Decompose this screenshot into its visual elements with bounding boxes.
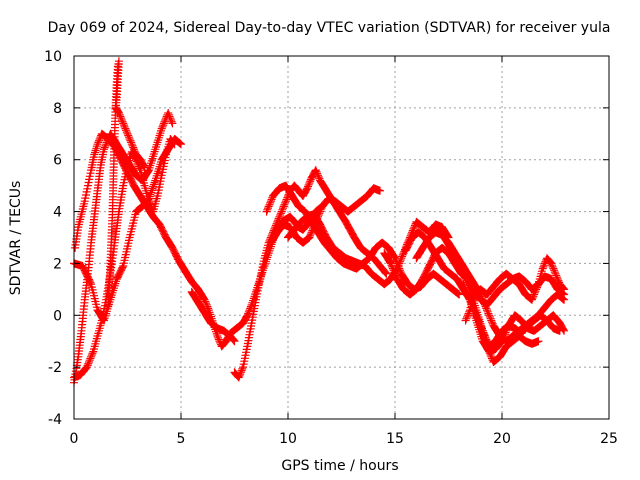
x-tick-label: 0 xyxy=(70,431,79,447)
data-point-markers xyxy=(461,254,569,325)
x-tick-label: 25 xyxy=(600,431,618,447)
x-axis-label: GPS time / hours xyxy=(281,458,398,474)
plot-area xyxy=(70,57,569,387)
series-sat-o xyxy=(459,280,569,356)
y-tick-label: -4 xyxy=(48,412,62,428)
data-point-markers xyxy=(104,57,149,309)
y-tick-label: 0 xyxy=(53,308,62,324)
y-tick-label: 8 xyxy=(53,101,62,117)
data-point-markers xyxy=(266,184,384,247)
y-tick-label: 4 xyxy=(53,205,62,221)
x-tick-label: 10 xyxy=(279,431,297,447)
y-tick-label: 6 xyxy=(53,153,62,169)
plot-frame xyxy=(73,55,610,420)
y-axis-label: SDTVAR / TECUs xyxy=(8,181,24,296)
y-tick-label: -2 xyxy=(48,360,62,376)
series-sat-i xyxy=(266,184,384,247)
chart-title: Day 069 of 2024, Sidereal Day-to-day VTE… xyxy=(48,20,611,36)
x-tick-label: 15 xyxy=(386,431,404,447)
y-tick-label: 2 xyxy=(53,256,62,272)
x-tick-label: 5 xyxy=(177,431,186,447)
data-point-markers xyxy=(187,287,239,346)
series-sat-e xyxy=(104,57,149,309)
axis-ticks: -4 -2 0 2 4 6 8 10 0 5 10 15 20 25 xyxy=(44,49,618,447)
series-sat-p xyxy=(461,254,569,325)
x-tick-label: 20 xyxy=(493,431,511,447)
data-point-markers xyxy=(459,280,569,356)
y-tick-label: 10 xyxy=(44,49,62,65)
series-sat-f xyxy=(187,287,239,346)
